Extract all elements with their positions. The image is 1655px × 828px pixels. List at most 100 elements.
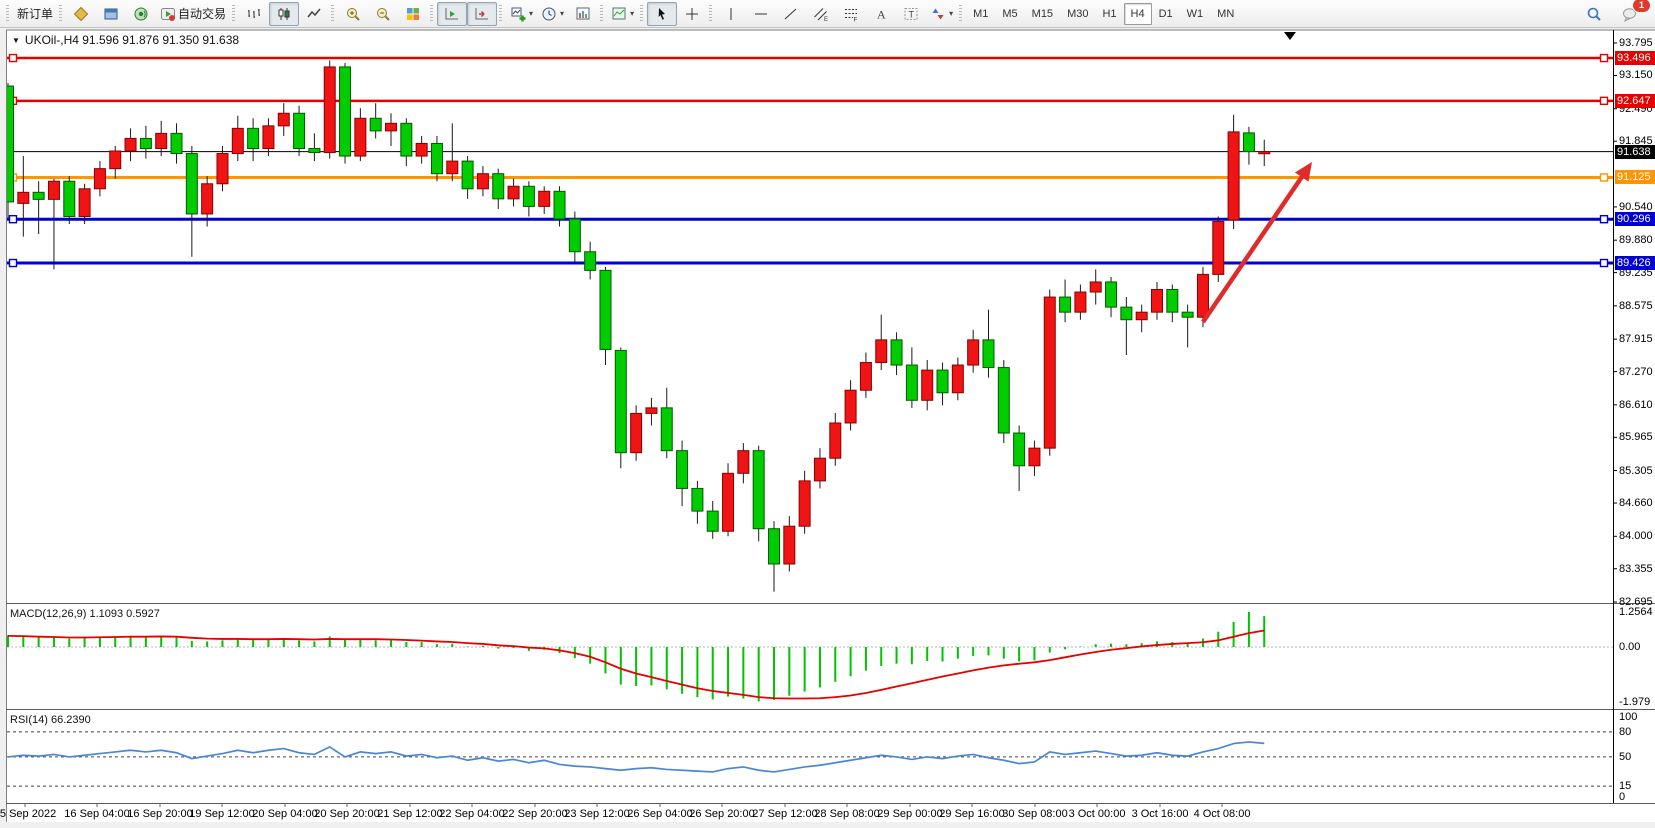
search-button[interactable] xyxy=(1579,2,1609,26)
toolbar-grip xyxy=(640,4,644,23)
arrows-button[interactable]: ▾ xyxy=(926,2,957,26)
hline-icon xyxy=(753,6,769,22)
signals-button[interactable] xyxy=(126,2,156,26)
price-level-badge: 89.426 xyxy=(1615,256,1655,271)
text-button[interactable]: A xyxy=(866,2,896,26)
price-tick-label: 85.965 xyxy=(1619,431,1653,444)
chart-shift-marker[interactable] xyxy=(1284,32,1296,40)
timeframe-button-m1[interactable]: M1 xyxy=(973,7,989,20)
hline-handle[interactable] xyxy=(1599,215,1609,224)
time-axis-label: 3 Oct 16:00 xyxy=(1131,808,1189,820)
autotrading-button[interactable]: 自动交易 xyxy=(156,2,230,26)
shift-red-icon xyxy=(474,6,490,22)
macd-pane[interactable] xyxy=(6,605,1613,709)
chat-button[interactable]: 1 xyxy=(1615,0,1651,26)
timeframe-button-m30[interactable]: M30 xyxy=(1067,7,1089,20)
horizontal-line-button[interactable] xyxy=(746,2,776,26)
new-chart-button[interactable]: ▾ xyxy=(506,2,537,26)
equidistant-channel-button[interactable]: E xyxy=(806,2,836,26)
dropdown-arrow-icon: ▾ xyxy=(560,9,565,18)
rsi-indicator-label: RSI(14) 66.2390 xyxy=(10,714,91,726)
time-axis-label: 28 Sep 08:00 xyxy=(814,808,880,820)
text-label-button[interactable]: T xyxy=(896,2,926,26)
price-tick-label: 82.695 xyxy=(1619,595,1653,608)
toolbar-grip xyxy=(430,4,434,23)
time-axis-label: 15 Sep 2022 xyxy=(0,808,57,820)
chart-shift-button[interactable] xyxy=(437,1,468,26)
clock-icon xyxy=(541,6,557,22)
trendline-button[interactable] xyxy=(776,2,806,26)
crosshair-button[interactable] xyxy=(677,2,707,26)
cursor-button[interactable] xyxy=(647,1,678,26)
time-axis-label: 26 Sep 20:00 xyxy=(689,808,755,820)
price-tick-label: 84.000 xyxy=(1619,530,1653,543)
timeframe-button-mn[interactable]: MN xyxy=(1217,7,1235,20)
toolbar-grip xyxy=(600,4,604,23)
fibo-icon: F xyxy=(843,6,859,22)
hline-handle[interactable] xyxy=(8,53,18,63)
shapes-icon xyxy=(930,6,946,22)
time-axis-label: 3 Oct 00:00 xyxy=(1068,808,1126,820)
tile-windows-button[interactable] xyxy=(398,2,428,26)
toolbar-grip xyxy=(59,4,63,23)
timeframe-button-h4[interactable]: H4 xyxy=(1123,2,1152,25)
candles-icon xyxy=(276,6,292,22)
timeframe-button-h1[interactable]: H1 xyxy=(1102,7,1117,20)
timeframe-button-m5[interactable]: M5 xyxy=(1002,7,1018,20)
main-chart-pane[interactable] xyxy=(6,31,1613,603)
toolbar-grip xyxy=(959,4,963,23)
timeframe-button-w1[interactable]: W1 xyxy=(1186,7,1204,20)
price-level-badge: 91.638 xyxy=(1615,144,1655,159)
hline-handle[interactable] xyxy=(1599,53,1609,63)
hline-handle[interactable] xyxy=(1599,96,1609,106)
candlestick-chart-button[interactable] xyxy=(269,1,300,26)
rsi-scale-label: 80 xyxy=(1619,725,1632,738)
chart-title: ▼ UKOil-,H4 91.596 91.876 91.350 91.638 xyxy=(12,33,239,47)
zoom-in-button[interactable] xyxy=(338,2,368,26)
rsi-line xyxy=(7,741,1265,773)
hline-handle[interactable] xyxy=(1599,258,1609,268)
timeframe-button-d1[interactable]: D1 xyxy=(1158,7,1173,20)
time-axis-label: 20 Sep 20:00 xyxy=(314,808,380,820)
price-tick-label: 86.610 xyxy=(1619,398,1653,411)
timeframe-button-m15[interactable]: M15 xyxy=(1031,7,1054,20)
auto-scroll-button[interactable] xyxy=(467,1,498,26)
zoom-out-icon xyxy=(375,6,391,22)
bar-chart-button[interactable] xyxy=(239,2,269,26)
channel-icon: E xyxy=(813,6,829,22)
market-watch-button[interactable] xyxy=(96,2,126,26)
rsi-pane[interactable] xyxy=(6,711,1613,803)
time-axis-label: 29 Sep 00:00 xyxy=(877,808,943,820)
toolbar-grip xyxy=(709,4,713,23)
deposit-button[interactable] xyxy=(66,2,96,26)
crosshair-icon xyxy=(684,6,700,22)
period-menu-button[interactable]: ▾ xyxy=(537,2,568,26)
hline-handle[interactable] xyxy=(8,258,18,268)
line-chart-button[interactable] xyxy=(299,2,329,26)
chart-properties-button[interactable] xyxy=(568,2,598,26)
gold-diamond-icon xyxy=(73,6,89,22)
autotrade-play-icon xyxy=(160,6,176,22)
new-order-button[interactable]: 新订单 xyxy=(13,2,57,26)
time-axis-label: 16 Sep 20:00 xyxy=(127,808,193,820)
zoom-out-button[interactable] xyxy=(368,2,398,26)
tile-icon xyxy=(405,6,421,22)
zoom-in-icon xyxy=(345,6,361,22)
collapse-triangle-icon[interactable]: ▼ xyxy=(12,35,20,45)
hline-handle[interactable] xyxy=(8,215,18,224)
candles-layer xyxy=(7,60,1271,592)
hline-handle[interactable] xyxy=(1599,173,1609,182)
labelT-icon: T xyxy=(903,6,919,22)
textA-icon: A xyxy=(873,6,889,22)
indicators-button[interactable]: ▾ xyxy=(607,2,638,26)
macd-layer xyxy=(7,612,1613,702)
fibonacci-button[interactable]: F xyxy=(836,2,866,26)
macd-scale-label: 1.2564 xyxy=(1619,606,1653,618)
macd-scale-label: -1.979 xyxy=(1619,696,1651,708)
notification-badge: 1 xyxy=(1632,0,1651,13)
trendline-icon xyxy=(783,6,799,22)
vertical-line-button[interactable] xyxy=(716,2,746,26)
time-axis-label: 22 Sep 20:00 xyxy=(502,808,568,820)
autotrading-button-label: 自动交易 xyxy=(178,7,227,21)
window-bottom-edge xyxy=(0,822,1655,828)
